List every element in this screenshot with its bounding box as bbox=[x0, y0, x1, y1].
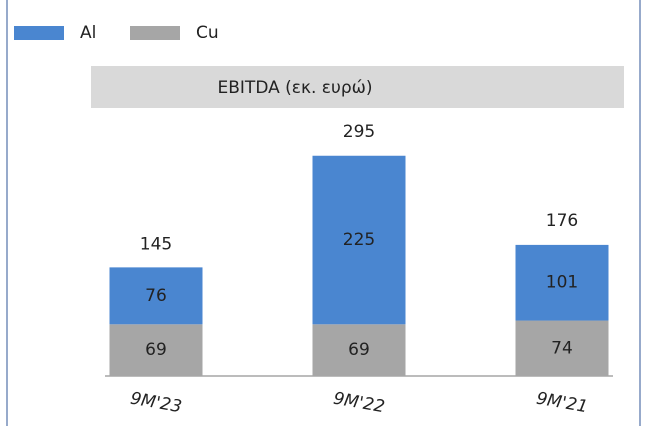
total-label: 295 bbox=[343, 122, 375, 142]
x-tick-label: 9M'21 bbox=[535, 389, 589, 418]
legend-label: Al bbox=[80, 23, 96, 43]
bar-segment bbox=[515, 320, 609, 376]
bar-segment bbox=[109, 324, 203, 376]
legend-label: Cu bbox=[196, 23, 219, 43]
frame bbox=[6, 0, 641, 426]
data-label: 76 bbox=[145, 286, 167, 306]
data-label: 101 bbox=[546, 273, 578, 293]
chart-title: EBITDA (εκ. ευρώ) bbox=[218, 78, 373, 98]
data-label: 69 bbox=[348, 340, 370, 360]
total-label: 145 bbox=[140, 234, 172, 254]
x-tick-label: 9M'23 bbox=[129, 389, 183, 418]
x-tick-label: 9M'22 bbox=[332, 389, 386, 418]
data-label: 225 bbox=[343, 230, 375, 250]
bar-segment bbox=[109, 267, 203, 325]
legend-swatch bbox=[14, 26, 64, 40]
total-label: 176 bbox=[546, 211, 578, 231]
bar-segment bbox=[312, 324, 406, 376]
data-label: 74 bbox=[551, 338, 573, 358]
bar-segment bbox=[515, 244, 609, 321]
bar-segment bbox=[312, 155, 406, 325]
data-label: 69 bbox=[145, 340, 167, 360]
legend-swatch bbox=[130, 26, 180, 40]
title-box bbox=[91, 66, 624, 108]
